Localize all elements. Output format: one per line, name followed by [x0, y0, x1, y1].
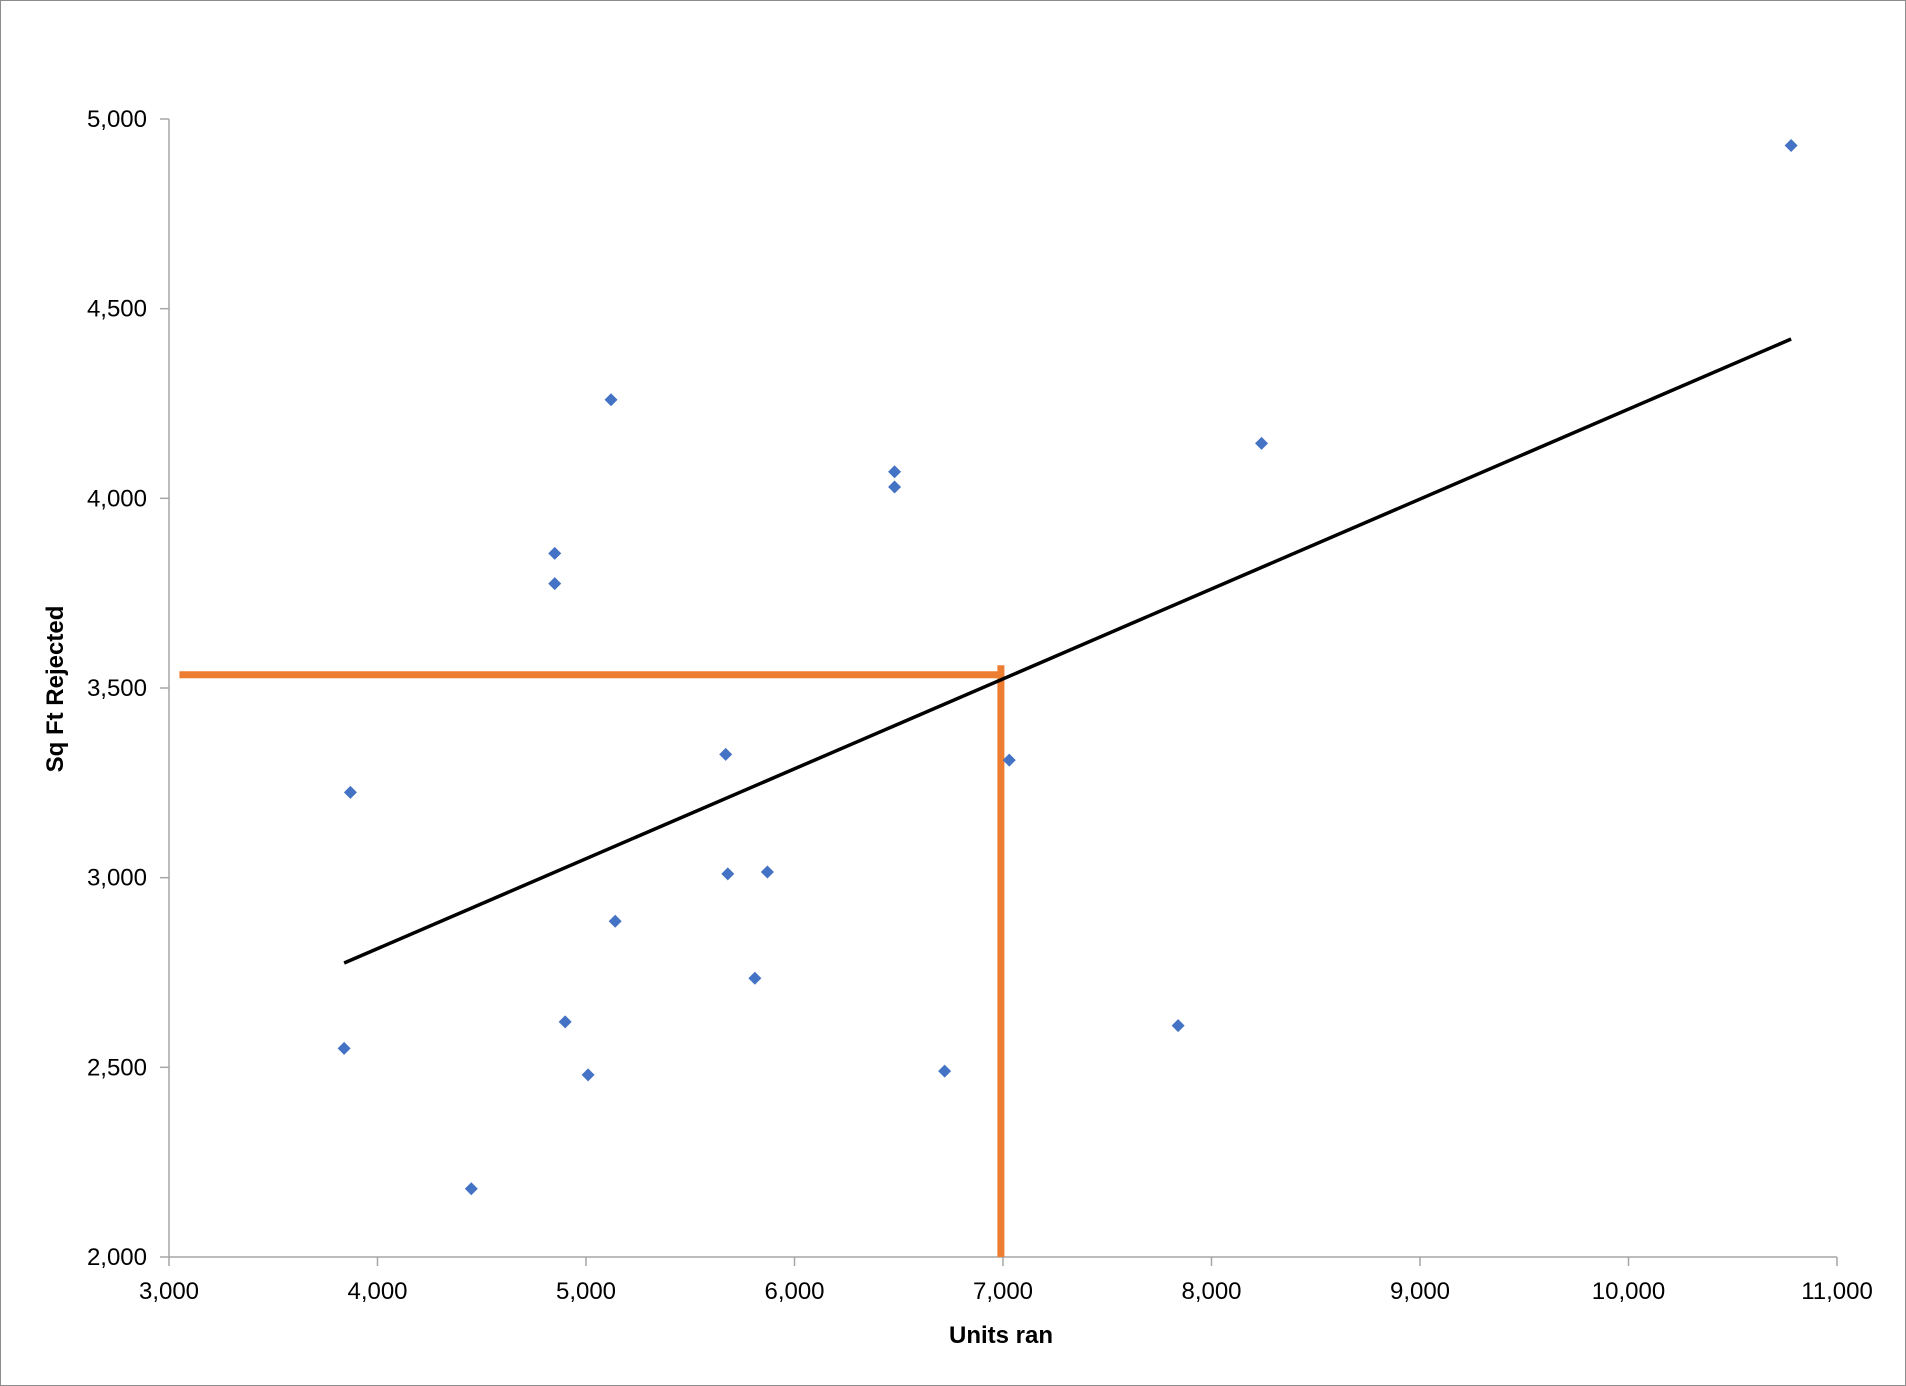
data-point	[1784, 139, 1798, 153]
y-tick-label: 5,000	[87, 106, 147, 133]
x-tick-label: 8,000	[1181, 1278, 1241, 1305]
y-axis-title: Sq Ft Rejected	[42, 606, 69, 773]
data-point	[337, 1041, 351, 1055]
trendline-group	[343, 337, 1792, 965]
data-point	[748, 971, 762, 985]
data-point	[938, 1064, 952, 1078]
x-tick-label: 11,000	[1801, 1278, 1873, 1305]
x-tick-label: 7,000	[973, 1278, 1033, 1305]
trendline	[343, 337, 1792, 965]
axes: 2,000 2,500 3,000 3,500 4,000 4,500 5,000 3,000…	[87, 106, 1873, 1305]
data-point	[721, 867, 735, 881]
data-point	[464, 1182, 478, 1196]
data-point	[888, 465, 902, 479]
x-tick-label: 5,000	[556, 1278, 616, 1305]
data-point	[581, 1068, 595, 1082]
data-point	[1002, 753, 1016, 767]
data-point	[719, 747, 733, 761]
y-tick-label: 2,000	[87, 1244, 147, 1271]
data-point	[558, 1015, 572, 1029]
y-tick-label: 4,500	[87, 296, 147, 323]
x-tick-label: 9,000	[1390, 1278, 1450, 1305]
data-point	[604, 393, 618, 407]
x-tick-label: 6,000	[764, 1278, 824, 1305]
x-tick-label: 3,000	[139, 1278, 199, 1305]
y-tick-label: 2,500	[87, 1054, 147, 1081]
x-axis-title: Units ran	[949, 1322, 1053, 1349]
data-point	[548, 577, 562, 591]
data-point	[760, 865, 774, 879]
data-points	[337, 139, 1798, 1196]
data-point	[888, 480, 902, 494]
data-point	[343, 785, 357, 799]
reference-lines	[179, 665, 1005, 1257]
data-point	[1255, 436, 1269, 450]
y-tick-label: 3,000	[87, 865, 147, 892]
y-tick-label: 3,500	[87, 675, 147, 702]
data-point	[548, 546, 562, 560]
y-tick-label: 4,000	[87, 485, 147, 512]
x-tick-label: 10,000	[1592, 1278, 1665, 1305]
data-point	[608, 914, 622, 928]
data-point	[1171, 1019, 1185, 1033]
x-tick-label: 4,000	[347, 1278, 407, 1305]
